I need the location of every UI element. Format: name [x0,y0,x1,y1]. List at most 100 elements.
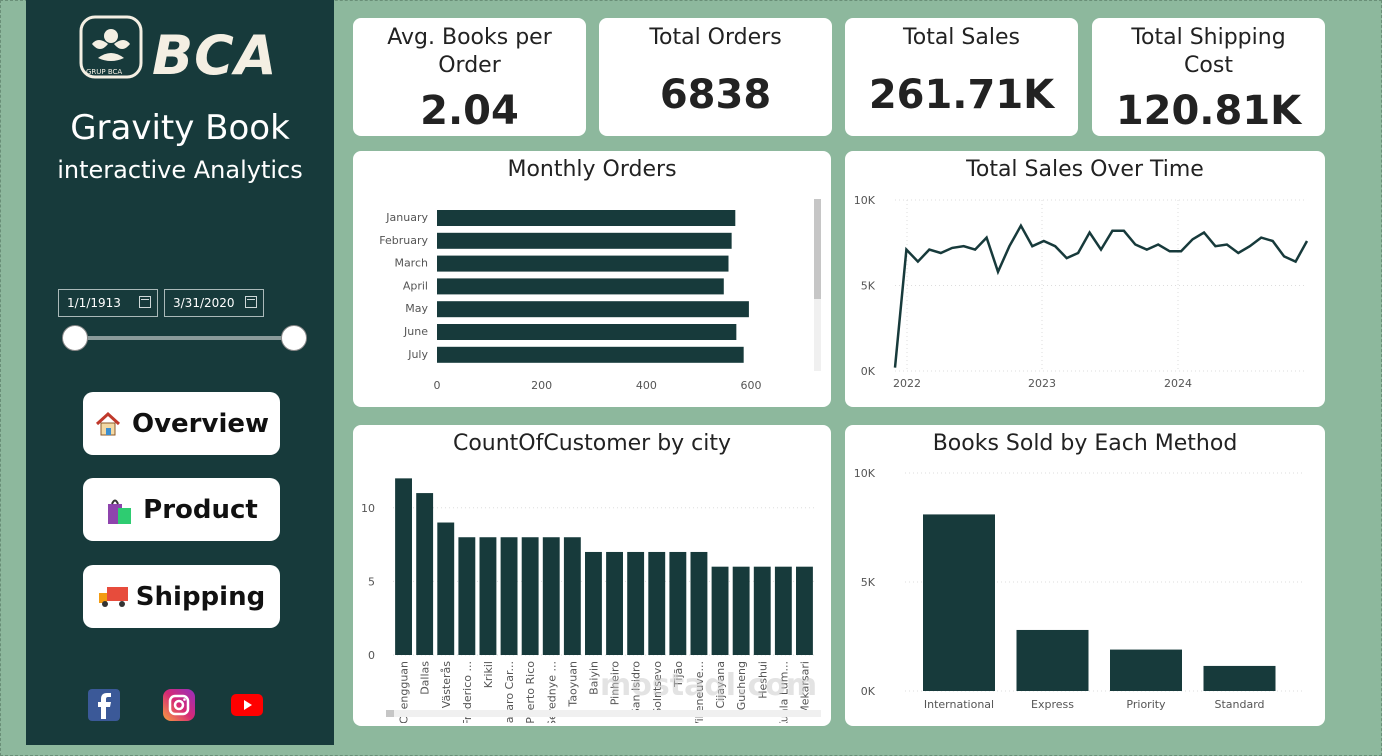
x-tick-label: Serednye ... [545,661,558,723]
bar [458,537,476,655]
y-tick-label: 5 [368,575,375,588]
kpi-value: 2.04 [420,88,519,134]
kpi-value: 261.71K [868,72,1055,118]
overview-button[interactable]: Overview [83,392,280,455]
sales-over-time-card[interactable]: Total Sales Over Time 0K 5K 10K 2022 2023 202… [845,151,1325,407]
shipping-button[interactable]: Shipping [83,565,280,628]
bar [753,566,771,655]
bar [437,210,736,226]
x-tick-label: 600 [741,379,762,392]
x-tick-label: Gucheng [735,661,748,710]
sales-over-time-chart[interactable]: 0K 5K 10K 2022 2023 2024 [845,195,1325,405]
y-tick-label: May [405,302,428,315]
shopping-bag-icon [105,496,133,524]
monthly-orders-chart[interactable]: January February March April May June July 0 200… [353,195,813,405]
youtube-icon[interactable] [231,694,263,716]
customers-by-city-card[interactable]: CountOfCustomer by city 0 5 10 Chengguan Dal… [353,425,831,726]
bar [648,551,666,655]
sales-line [893,223,1309,368]
kpi-card-avg-books: Avg. Books per Order 2.04 [353,18,586,136]
x-tick-label: Express [1031,698,1074,711]
date-range-slider[interactable] [74,336,296,340]
bca-logo: GRUP BCA BCA [78,14,288,87]
bar [796,566,813,655]
kpi-value: 6838 [659,72,772,118]
instagram-icon[interactable] [163,689,195,721]
bar [437,522,455,655]
y-tick-label: 10 [361,502,375,515]
product-button[interactable]: Product [83,478,280,541]
kpi-label: Total Shipping Cost [1131,25,1286,78]
watermark: mostaql.com [600,668,818,703]
kpi-label: Total Sales [903,25,1020,50]
y-tick-label: 0K [861,365,876,378]
y-tick-label: July [407,348,428,361]
x-tick-label: Priority [1126,698,1166,711]
x-tick-label: 2024 [1164,377,1192,390]
overview-label: Overview [131,408,270,439]
x-tick-label: Krikil [482,661,495,688]
x-tick-label: Pinheiro [609,661,622,705]
date-end-input[interactable]: 3/31/2020 [164,289,264,317]
bar [479,537,497,655]
facebook-icon[interactable] [88,689,120,721]
calendar-icon[interactable] [245,296,257,308]
bar [437,324,737,340]
x-tick-label: Cijayana [714,661,727,709]
bar [437,301,749,318]
x-tick-label: 400 [636,379,657,392]
product-label: Product [143,494,258,525]
x-tick-label: Villeneuve... [693,661,706,723]
horizontal-scrollbar[interactable] [386,710,821,717]
vertical-scrollbar[interactable] [814,199,821,371]
y-tick-label: June [403,325,428,338]
house-icon [94,410,122,438]
app-subtitle: interactive Analytics [57,156,303,184]
books-by-method-chart[interactable]: 0K 5K 10K International Express Priority Stand… [845,463,1325,723]
x-tick-label: Heshui [756,661,769,699]
kpi-label: Total Orders [649,25,782,50]
y-tick-label: March [394,257,428,270]
x-tick-label: Lazaro Car... [503,661,516,723]
bar [627,551,645,655]
x-tick-label: International [924,698,994,711]
slider-end-handle[interactable] [281,325,307,351]
brand-name: BCA [152,24,278,87]
y-tick-label: 10K [854,467,876,480]
chart-title: Books Sold by Each Method [932,431,1238,456]
x-tick-label: Puerto Rico [524,661,537,723]
app-title: Gravity Book [70,108,290,148]
bar [1203,665,1276,691]
y-tick-label: 10K [854,195,876,207]
date-start-value: 1/1/1913 [67,296,121,310]
x-tick-label: 2022 [893,377,921,390]
kpi-card-total-sales: Total Sales 261.71K [845,18,1078,136]
customers-by-city-chart[interactable]: 0 5 10 Chengguan Dallas Västerås Frederico ...… [353,463,831,723]
y-tick-label: 0K [861,685,876,698]
bar [542,537,560,655]
calendar-icon[interactable] [139,296,151,308]
x-tick-label: Tijão [672,661,685,688]
bar [563,537,581,655]
x-tick-label: 0 [434,379,441,392]
bca-emblem-caption: GRUP BCA [86,68,123,76]
bar [732,566,750,655]
slider-start-handle[interactable] [62,325,88,351]
kpi-card-shipping-cost: Total Shipping Cost 120.81K [1092,18,1325,136]
x-tick-label: Mekarsari [798,661,811,715]
kpi-label: Avg. Books per Order [387,25,552,78]
sidebar: GRUP BCA BCA Gravity Book interactive An… [26,0,334,745]
x-tick-label: Västerås [440,661,453,708]
x-tick-label: Standard [1214,698,1264,711]
date-start-input[interactable]: 1/1/1913 [58,289,158,317]
bar [500,537,518,655]
bar [437,346,744,363]
bar [711,566,729,655]
x-tick-label: 2023 [1028,377,1056,390]
bar [1016,629,1089,691]
x-tick-label: Baiyin [587,661,600,695]
books-by-method-card[interactable]: Books Sold by Each Method 0K 5K 10K Interna… [845,425,1325,726]
monthly-orders-card[interactable]: Monthly Orders January February March April… [353,151,831,407]
x-tick-label: Dallas [419,661,432,695]
bar [585,551,602,655]
